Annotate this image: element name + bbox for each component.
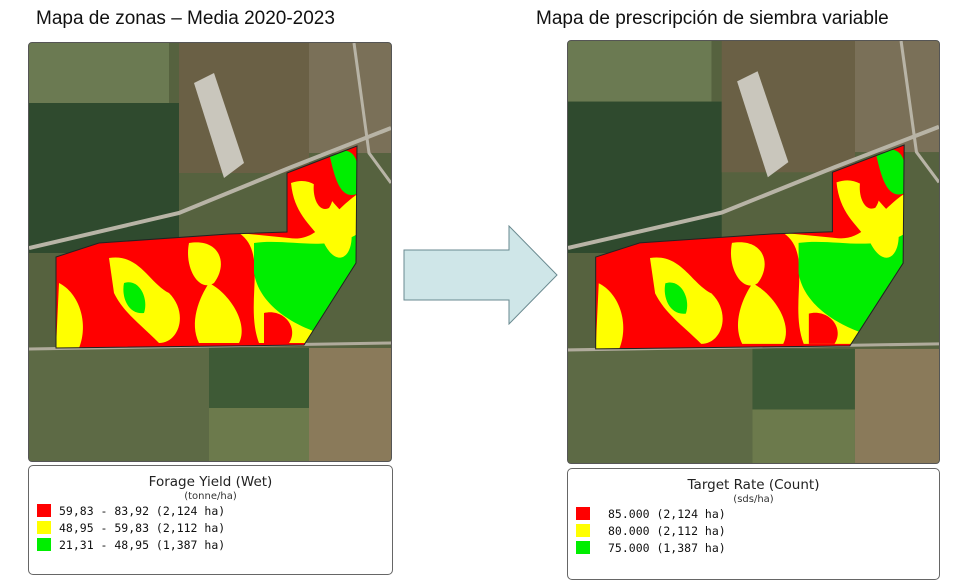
- legend-label: 48,95 - 59,83 (2,112 ha): [59, 520, 226, 535]
- rate-legend: Target Rate (Count) (sds/ha) 85.000 (2,1…: [567, 468, 940, 580]
- red-swatch: [576, 507, 590, 520]
- legend-item: 75.000 (1,387 ha): [576, 539, 939, 556]
- legend-unit: (tonne/ha): [184, 491, 237, 502]
- legend-label: 59,83 - 83,92 (2,124 ha): [59, 503, 226, 518]
- legend-item: 48,95 - 59,83 (2,112 ha): [37, 519, 392, 536]
- arrow-right-icon: [403, 225, 558, 325]
- right-map-title: Mapa de prescripción de siembra variable: [536, 8, 889, 29]
- legend-item: 85.000 (2,124 ha): [576, 505, 939, 522]
- prescription-map: [567, 40, 940, 464]
- legend-item: 21,31 - 48,95 (1,387 ha): [37, 536, 392, 553]
- yellow-swatch: [576, 524, 590, 537]
- yield-zone-map: [28, 42, 392, 462]
- yellow-swatch: [37, 521, 51, 534]
- green-swatch: [37, 538, 51, 551]
- legend-label: 75.000 (1,387 ha): [608, 540, 726, 555]
- legend-title: Forage Yield (Wet): [148, 474, 273, 490]
- left-map-title: Mapa de zonas – Media 2020-2023: [36, 8, 335, 29]
- yield-legend: Forage Yield (Wet) (tonne/ha) 59,83 - 83…: [28, 465, 393, 575]
- legend-unit: (sds/ha): [733, 494, 774, 505]
- legend-label: 21,31 - 48,95 (1,387 ha): [59, 537, 226, 552]
- red-swatch: [37, 504, 51, 517]
- legend-item: 80.000 (2,112 ha): [576, 522, 939, 539]
- legend-label: 85.000 (2,124 ha): [608, 506, 726, 521]
- legend-label: 80.000 (2,112 ha): [608, 523, 726, 538]
- legend-title: Target Rate (Count): [687, 477, 820, 493]
- legend-item: 59,83 - 83,92 (2,124 ha): [37, 502, 392, 519]
- green-swatch: [576, 541, 590, 554]
